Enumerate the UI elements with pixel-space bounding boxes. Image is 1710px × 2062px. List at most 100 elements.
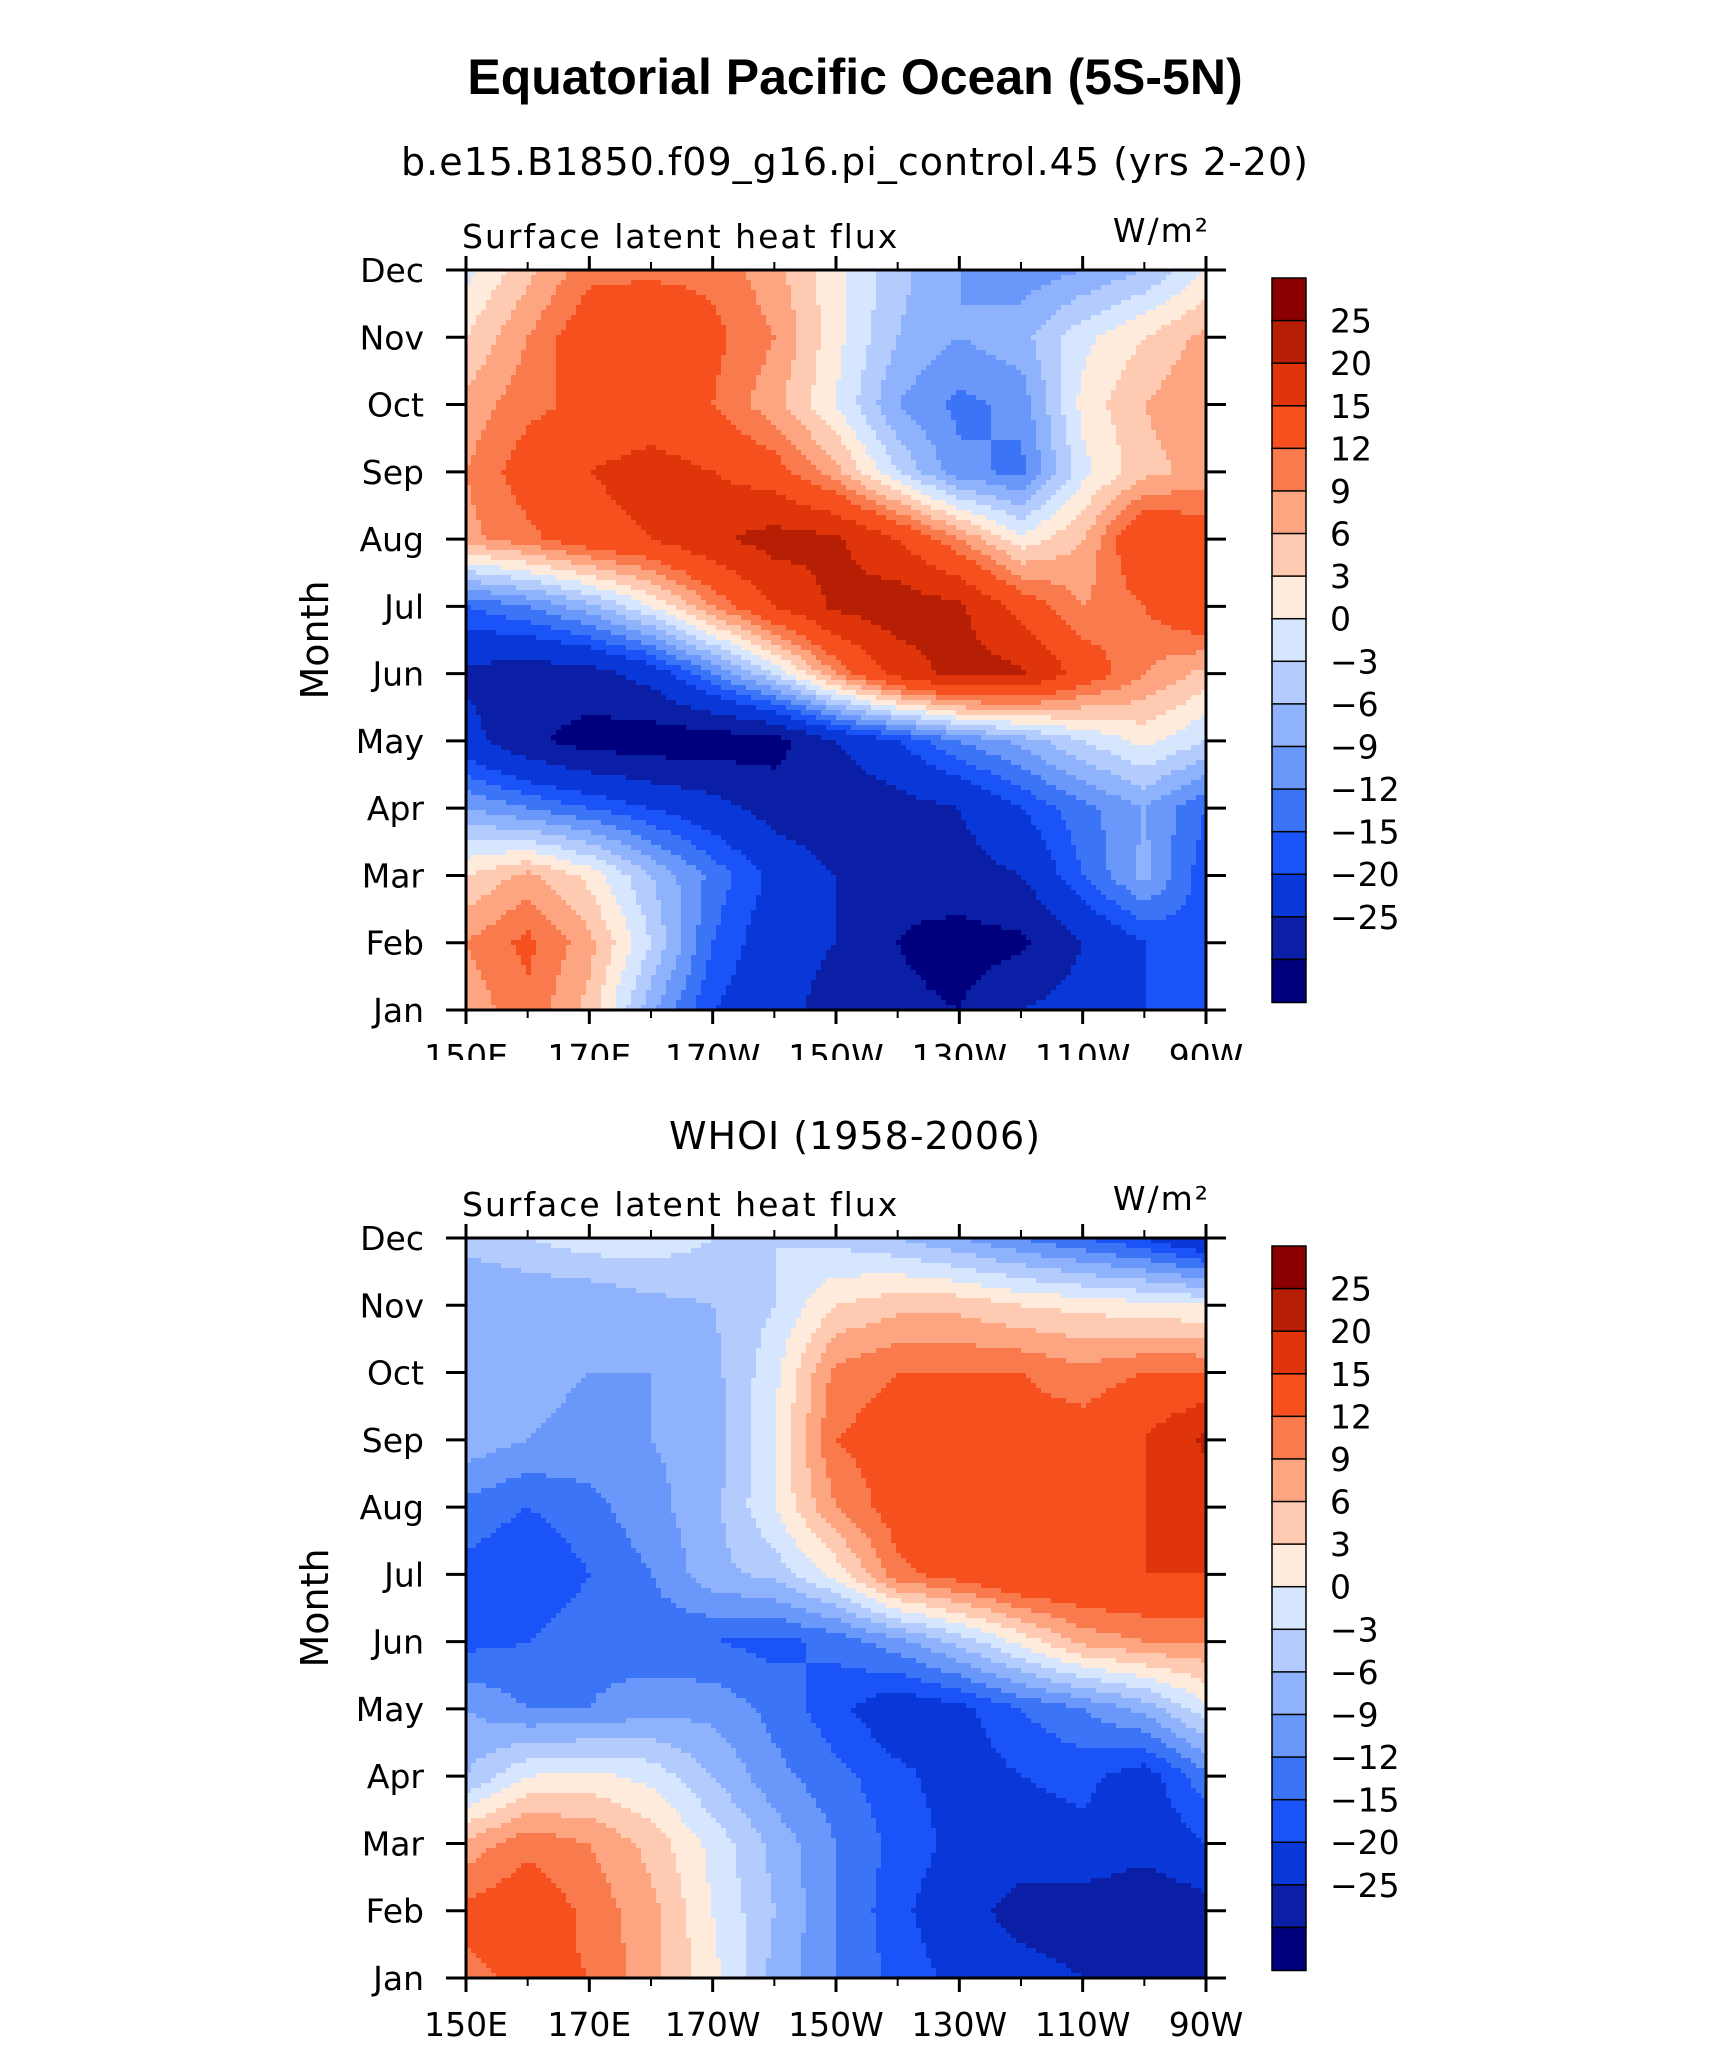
panel-1-cell	[561, 280, 567, 286]
panel-1-cell	[1201, 300, 1207, 306]
panel-1-cell	[1076, 410, 1082, 416]
panel-1-cell	[796, 355, 802, 361]
panel-1-cell	[1016, 315, 1022, 321]
panel-1-cell	[536, 390, 542, 396]
panel-1-cell	[926, 295, 932, 301]
panel-1-cell	[661, 410, 667, 416]
panel-1-cell	[831, 370, 837, 376]
panel-1-cell	[476, 400, 482, 406]
panel-1-cell	[866, 325, 872, 331]
panel-1-cell	[821, 390, 827, 396]
panel-1-cell	[691, 410, 697, 416]
panel-1-cell	[756, 425, 762, 431]
panel-1-cell	[586, 370, 592, 376]
panel-1-cell	[491, 360, 497, 366]
panel-1-cell	[861, 385, 867, 391]
panel-1-cell	[591, 355, 597, 361]
panel-1-cell	[841, 425, 847, 431]
panel-1-cell	[1041, 295, 1047, 301]
panel-1-cell	[676, 290, 682, 296]
panel-1-cell	[916, 350, 922, 356]
panel-1-cell	[591, 395, 597, 401]
panel-1-cell	[911, 275, 917, 281]
panel-1-cell	[1016, 350, 1022, 356]
panel-1-cell	[931, 345, 937, 351]
panel-1-cell	[611, 315, 617, 321]
panel-1-cell	[1006, 310, 1012, 316]
panel-1-cell	[1031, 375, 1037, 381]
panel-1-cell	[1056, 325, 1062, 331]
panel-1-cell	[661, 275, 667, 281]
panel-1-cell	[1066, 325, 1072, 331]
panel-1-cell	[736, 370, 742, 376]
panel-1-cell	[821, 320, 827, 326]
panel-1-cell	[1191, 295, 1197, 301]
panel-1-cell	[1196, 365, 1202, 371]
panel-1-cell	[786, 360, 792, 366]
panel-1-cell	[711, 435, 717, 441]
panel-1-cell	[796, 335, 802, 341]
panel-1-cell	[1001, 370, 1007, 376]
panel-1-cell	[941, 330, 947, 336]
panel-1-cell	[981, 345, 987, 351]
panel-1-cell	[606, 280, 612, 286]
panel-1-cell	[771, 395, 777, 401]
panel-1-cell	[1131, 310, 1137, 316]
panel-1-cell	[711, 325, 717, 331]
panel-1-cell	[656, 335, 662, 341]
panel-1-cell	[881, 360, 887, 366]
panel-1-cell	[951, 325, 957, 331]
panel-1-cell	[641, 400, 647, 406]
panel-1-cell	[881, 325, 887, 331]
panel-1-cell	[556, 430, 562, 436]
panel-1-cell	[906, 270, 912, 276]
panel-1-cell	[531, 435, 537, 441]
panel-1-cell	[936, 355, 942, 361]
panel-1-cell	[1111, 370, 1117, 376]
panel-1-cell	[796, 315, 802, 321]
panel-1-cell	[1106, 340, 1112, 346]
panel-1-cell	[1061, 340, 1067, 346]
panel-1-cell	[526, 380, 532, 386]
panel-1-cell	[1121, 280, 1127, 286]
panel-1-cell	[501, 345, 507, 351]
panel-1-cell	[1176, 310, 1182, 316]
panel-1-cell	[466, 420, 472, 426]
panel-1-cell	[656, 340, 662, 346]
panel-1-cell	[1076, 400, 1082, 406]
panel-1-cell	[676, 285, 682, 291]
panel-1-cell	[676, 340, 682, 346]
panel-1-cell	[906, 285, 912, 291]
panel-1-cell	[521, 285, 527, 291]
panel-1-cell	[691, 295, 697, 301]
panel-1-cell	[581, 375, 587, 381]
panel-1-cell	[1016, 275, 1022, 281]
panel-1-cell	[936, 415, 942, 421]
panel-1-cell	[1031, 305, 1037, 311]
panel-1-cell	[1161, 370, 1167, 376]
panel-1-cell	[996, 355, 1002, 361]
panel-1-cell	[541, 355, 547, 361]
panel-1-cell	[701, 415, 707, 421]
panel-1-cell	[866, 355, 872, 361]
panel-1-cell	[656, 385, 662, 391]
panel-1-cell	[1036, 330, 1042, 336]
panel-1-cell	[946, 320, 952, 326]
panel-1-cell	[726, 325, 732, 331]
panel-1-cell	[536, 325, 542, 331]
panel-1-cell	[1016, 310, 1022, 316]
panel-1-cell	[586, 430, 592, 436]
panel-1-cell	[766, 350, 772, 356]
panel-1-cell	[681, 425, 687, 431]
panel-1-cell	[501, 355, 507, 361]
panel-1-cell	[1046, 290, 1052, 296]
panel-1-cell	[996, 300, 1002, 306]
panel-1-cell	[676, 355, 682, 361]
panel-1-cell	[676, 280, 682, 286]
panel-1-cell	[801, 270, 807, 276]
panel-1-cell	[816, 320, 822, 326]
panel-1-cell	[876, 350, 882, 356]
panel-1-cell	[586, 320, 592, 326]
panel-1-cell	[906, 365, 912, 371]
panel-1-cell	[1041, 410, 1047, 416]
